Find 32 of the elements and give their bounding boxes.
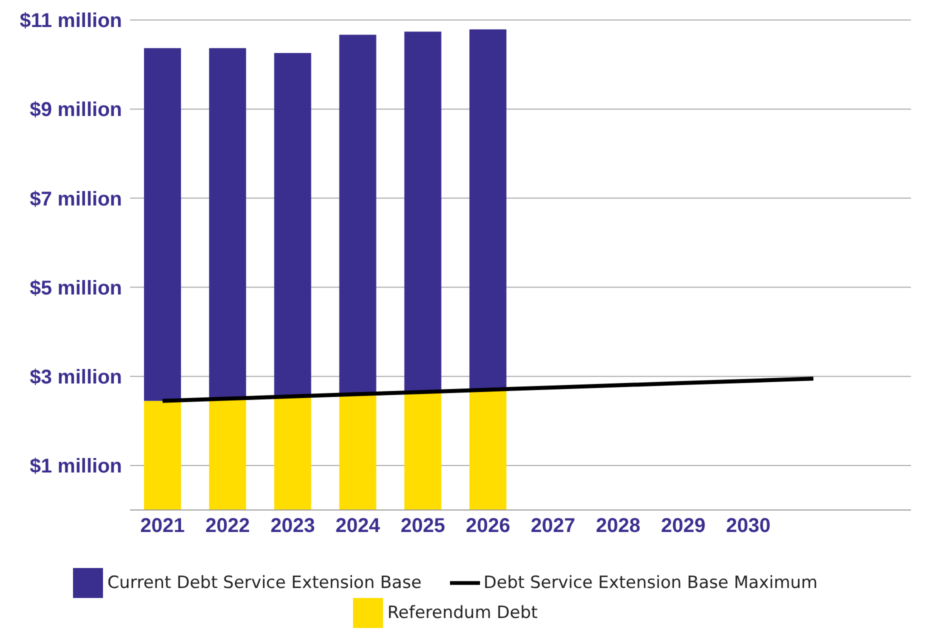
bar bbox=[404, 32, 442, 392]
bar bbox=[144, 48, 181, 401]
x-tick-label: 2028 bbox=[596, 515, 640, 538]
legend-label: Debt Service Extension Base Maximum bbox=[484, 572, 818, 593]
bar bbox=[404, 392, 442, 510]
bar bbox=[469, 390, 506, 510]
bar bbox=[339, 394, 376, 510]
line-series bbox=[160, 376, 816, 403]
bar bbox=[144, 400, 181, 510]
x-tick-label: 2025 bbox=[400, 515, 446, 538]
x-tick-label: 2023 bbox=[270, 515, 315, 538]
bar bbox=[274, 396, 312, 510]
x-tick-label: 2029 bbox=[660, 515, 706, 538]
y-tick-label: $3 million bbox=[30, 366, 122, 388]
bar bbox=[469, 29, 506, 390]
y-tick-label: $1 million bbox=[30, 456, 122, 478]
legend-label: Referendum Debt bbox=[387, 602, 538, 623]
y-tick-label: $7 million bbox=[30, 188, 122, 210]
x-tick-label: 2030 bbox=[726, 515, 771, 538]
bar bbox=[274, 52, 312, 396]
x-tick-label: 2022 bbox=[205, 515, 250, 538]
legend-label: Current Debt Service Extension Base bbox=[107, 572, 422, 593]
bar bbox=[209, 48, 246, 399]
x-tick-label: 2024 bbox=[336, 515, 381, 538]
bar bbox=[339, 34, 376, 394]
x-tick-label: 2021 bbox=[140, 515, 185, 538]
y-tick-label: $5 million bbox=[30, 277, 122, 300]
x-tick-label: 2026 bbox=[466, 515, 510, 538]
y-tick-label: $11 million bbox=[20, 10, 122, 32]
y-tick-label: $9 million bbox=[30, 99, 122, 122]
bar bbox=[209, 398, 246, 510]
x-tick-label: 2027 bbox=[530, 515, 576, 538]
